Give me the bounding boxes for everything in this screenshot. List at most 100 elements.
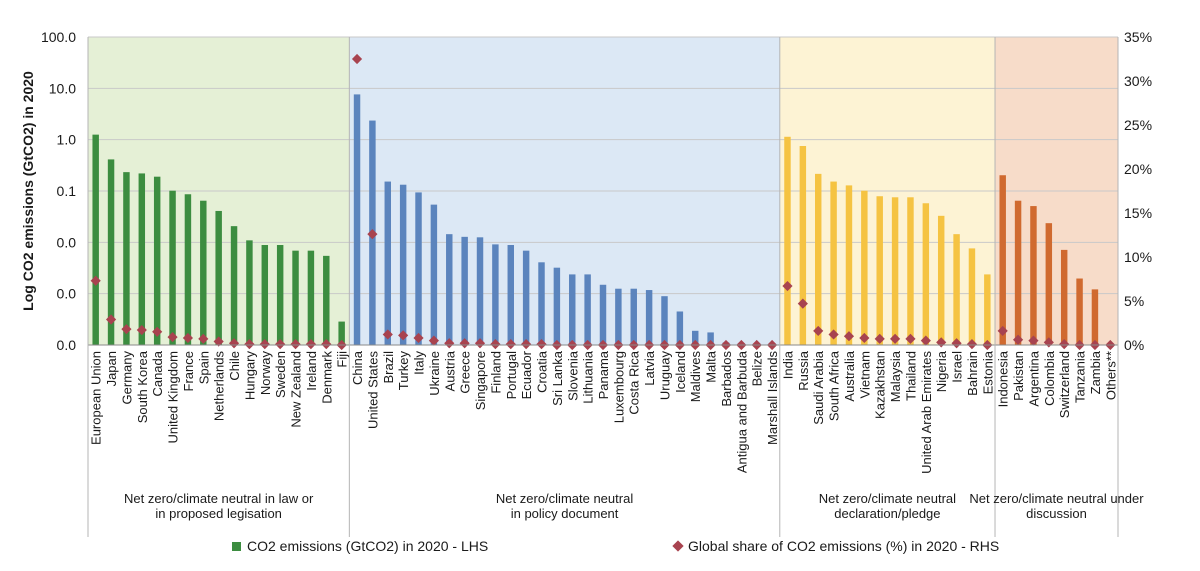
category-label: Zambia (1088, 350, 1103, 394)
share-diamond (843, 331, 855, 342)
share-diamond (859, 332, 870, 344)
category-label: Finland (488, 351, 503, 394)
share-diamond (305, 339, 317, 350)
y2-tick-label: 20% (1124, 161, 1152, 177)
group-label: in policy document (511, 506, 619, 521)
bar (338, 321, 345, 345)
category-label: Ireland (304, 351, 319, 391)
bar (645, 290, 653, 345)
category-label: Spain (196, 351, 211, 384)
bar (1030, 206, 1037, 345)
bar (937, 215, 945, 345)
y2-tick-label: 5% (1124, 293, 1144, 309)
share-diamond (367, 229, 378, 240)
y-tick-label: 0.0 (57, 234, 77, 250)
bar (384, 181, 392, 345)
share-diamond (152, 326, 163, 337)
share-diamond (474, 338, 486, 349)
bar (569, 274, 576, 345)
legend-label-emissions: CO2 emissions (GtCO2) in 2020 - LHS (247, 538, 489, 554)
bar (292, 250, 299, 345)
y-tick-label: 1.0 (57, 132, 77, 148)
category-label: Denmark (319, 351, 334, 404)
category-label: Singapore (473, 351, 488, 410)
group-label: Net zero/climate neutral in law or (124, 491, 314, 506)
bar (861, 190, 868, 345)
category-label: Antigua and Barbuda (734, 350, 749, 473)
category-label: European Union (89, 351, 104, 445)
category-label: Canada (150, 350, 165, 396)
category-label: Kazakhstan (873, 351, 888, 419)
share-diamond (321, 339, 332, 350)
category-label: South Africa (827, 350, 842, 421)
category-label: Fiji (335, 351, 350, 368)
bar (876, 196, 883, 345)
bar (630, 288, 637, 345)
category-label: Panama (596, 350, 611, 399)
category-label: Vietnam (857, 351, 872, 398)
share-diamond (121, 324, 132, 335)
category-label: Norway (258, 351, 273, 396)
share-diamond (413, 332, 424, 344)
category-label: Barbados (719, 351, 734, 407)
bar (1076, 278, 1083, 345)
share-diamond (198, 333, 209, 344)
category-label: Tanzania (1073, 350, 1088, 403)
category-label: China (350, 350, 365, 385)
bar (953, 234, 960, 345)
share-diamond (167, 331, 178, 343)
category-label: Croatia (535, 350, 550, 393)
category-label: Turkey (396, 351, 411, 391)
group-label: declaration/pledge (834, 506, 940, 521)
category-label: Ukraine (427, 351, 442, 396)
category-label: Bahrain (965, 351, 980, 396)
bar (492, 244, 499, 345)
category-label: Latvia (642, 350, 657, 385)
share-diamond (536, 339, 547, 350)
bar (476, 237, 484, 345)
bar (184, 194, 192, 345)
category-label: United Kingdom (166, 351, 181, 444)
category-label: Greece (458, 351, 473, 394)
share-diamond (997, 325, 1008, 337)
bar (138, 173, 146, 345)
category-label: India (780, 350, 795, 379)
group-label: discussion (1026, 506, 1087, 521)
bar (692, 330, 699, 345)
category-label: Belize (750, 351, 765, 386)
bar (599, 284, 607, 345)
category-label: South Korea (135, 350, 150, 423)
category-label: Italy (412, 351, 427, 375)
bar (784, 136, 791, 345)
y2-tick-label: 15% (1124, 205, 1152, 221)
bar (276, 245, 284, 345)
share-diamond (828, 329, 839, 340)
category-label: United States (365, 351, 380, 430)
bar (261, 245, 269, 345)
y2-tick-label: 25% (1124, 117, 1152, 133)
bar (507, 245, 514, 345)
y-tick-label: 100.0 (41, 29, 76, 45)
category-label: Austria (442, 350, 457, 391)
bar (538, 262, 545, 345)
group-label: Net zero/climate neutral under (969, 491, 1144, 506)
category-label: Luxembourg (611, 351, 626, 423)
category-label: Brazil (381, 351, 396, 384)
bar (461, 236, 468, 345)
share-diamond (966, 339, 978, 350)
category-label: Costa Rica (627, 350, 642, 414)
category-label: Israel (950, 351, 965, 383)
share-diamond (813, 325, 824, 337)
share-diamond (459, 338, 470, 349)
bar (415, 192, 422, 345)
category-label: Portugal (504, 351, 519, 400)
bar (984, 274, 991, 345)
bar (1014, 200, 1022, 345)
y2-tick-label: 35% (1124, 29, 1152, 45)
category-label: Netherlands (212, 351, 227, 422)
bar (92, 134, 99, 345)
bar (891, 197, 899, 345)
bar (200, 200, 207, 345)
share-diamond (398, 330, 409, 341)
bar (522, 250, 530, 345)
